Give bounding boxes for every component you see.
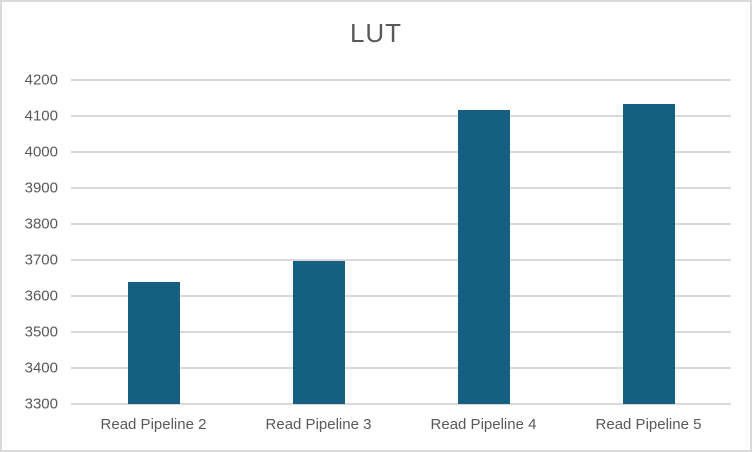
y-axis-tick-label: 4200 [24,71,58,89]
gridline [71,79,731,81]
x-category-label: Read Pipeline 3 [265,416,372,433]
gridline [71,115,731,117]
y-axis-tick-label: 3500 [24,323,58,341]
gridline [71,187,731,189]
bar-3 [292,261,345,404]
bar-5 [622,104,675,404]
bar-2 [127,282,180,404]
y-axis-tick-label: 3700 [24,251,58,269]
x-category-label: Read Pipeline 5 [595,416,702,433]
y-axis-tick-label: 4100 [24,107,58,125]
gridline [71,367,731,369]
gridline [71,403,731,405]
bar-4 [457,109,510,404]
x-category-label: Read Pipeline 4 [430,416,537,433]
y-axis-tick-label: 3800 [24,215,58,233]
plot-area [71,79,731,405]
y-axis-tick-label: 3600 [24,287,58,305]
x-category-label: Read Pipeline 2 [100,416,207,433]
gridline [71,223,731,225]
y-axis-tick-label: 3900 [24,179,58,197]
chart-title: LUT [349,18,403,48]
y-axis-tick-label: 4000 [24,143,58,161]
gridline [71,259,731,261]
gridline [71,151,731,153]
gridline [71,295,731,297]
y-axis-tick-label: 3400 [24,359,58,377]
gridline [71,331,731,333]
y-axis-tick-label: 3300 [24,395,58,413]
